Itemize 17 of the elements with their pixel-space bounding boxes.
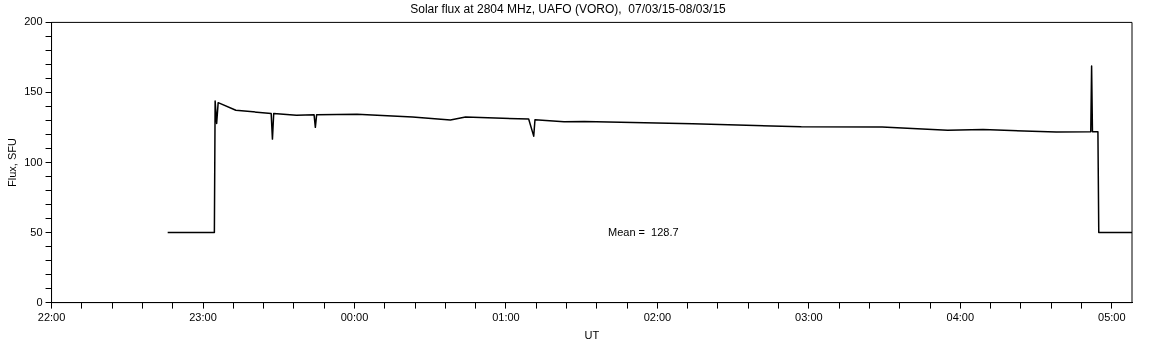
y-tick-label: 200 — [24, 15, 43, 28]
x-tick-label: 02:00 — [643, 311, 672, 324]
x-tick-label: 01:00 — [492, 311, 520, 324]
annotation: Mean = 128.7 — [607, 225, 679, 238]
y-axis-title: Flux, SFU — [5, 138, 18, 187]
y-tick-label: 100 — [24, 155, 43, 168]
y-tick-label: 50 — [30, 225, 43, 238]
x-tick-label: 05:00 — [1098, 311, 1126, 324]
x-tick-label: 23:00 — [189, 311, 217, 324]
chart-title: Solar flux at 2804 MHz, UAFO (VORO), 07/03/15-08/03/15 — [410, 1, 727, 16]
y-tick-label: 150 — [24, 85, 43, 98]
x-tick-label: 04:00 — [946, 311, 975, 324]
y-tick-label: 0 — [36, 295, 43, 308]
x-axis-title: UT — [584, 329, 600, 342]
x-tick-label: 00:00 — [340, 311, 369, 324]
x-tick-label: 22:00 — [37, 311, 66, 324]
x-tick-label: 03:00 — [795, 311, 823, 324]
